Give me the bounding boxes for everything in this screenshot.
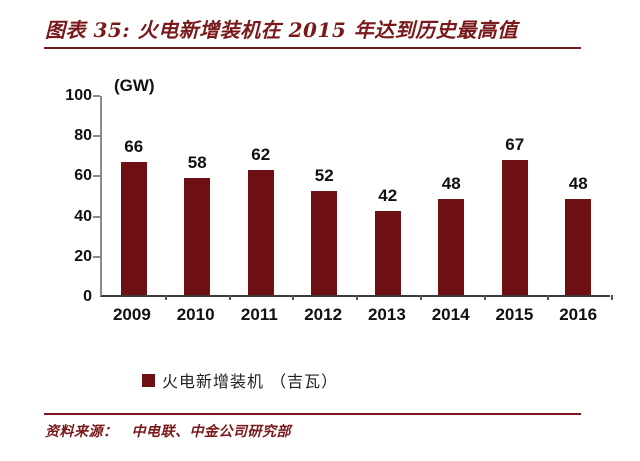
bar-slot: 42 [356, 96, 420, 295]
y-axis-tick-labels: 0 20 40 60 80 100 [40, 87, 92, 305]
bar-value-label: 67 [505, 135, 525, 155]
bar [374, 210, 401, 295]
chart-legend: 火电新增装机 （吉瓦） [142, 368, 338, 392]
bar [565, 198, 592, 295]
y-axis-unit-label: (GW) [114, 76, 155, 95]
y-axis-tick-mark [93, 95, 100, 97]
x-axis-tick-mark [356, 295, 358, 300]
bar-value-label: 52 [314, 165, 334, 185]
bar-slot: 66 [102, 96, 166, 295]
y-axis-tick-mark [93, 255, 100, 258]
x-axis-tick-label: 2013 [367, 305, 406, 324]
bar-value-label: 62 [251, 145, 271, 165]
x-axis-tick-label: 2014 [431, 305, 470, 324]
figure-title: 图表 35: 火电新增装机在 2015 年达到历史最高值 [45, 18, 518, 42]
bar-slot: 48 [420, 96, 484, 295]
x-axis-tick-mark [611, 295, 613, 300]
source-label: 资料来源： [45, 424, 118, 440]
source-line: 资料来源： 中电联、中金公司研究部 [45, 421, 291, 441]
y-axis-tick-mark [93, 175, 100, 178]
footer-divider [44, 413, 581, 415]
bar-slot: 67 [483, 96, 547, 295]
bar [247, 170, 274, 295]
y-axis-tick-label: 0 [83, 288, 92, 305]
bar-value-label: 66 [124, 137, 144, 157]
legend-label: 火电新增装机 （吉瓦） [162, 372, 339, 391]
bar-value-label: 58 [187, 153, 207, 173]
bar [501, 160, 528, 295]
x-axis-tick-label: 2016 [559, 305, 598, 324]
bar-slot: 48 [547, 96, 611, 295]
title-divider [44, 47, 581, 49]
bar [120, 162, 147, 295]
bar-value-label: 48 [441, 173, 461, 193]
bar [311, 190, 338, 295]
x-axis-tick-label: 2011 [240, 305, 278, 324]
bar [184, 178, 211, 295]
x-axis-tick-labels: 2009 2010 2011 2012 2013 2014 2015 2016 [100, 305, 610, 325]
bar-value-label: 48 [568, 173, 588, 193]
x-axis-tick-label: 2009 [112, 305, 151, 324]
x-axis-tick-mark [419, 295, 422, 300]
y-axis-tick-mark [93, 135, 100, 138]
x-axis-tick-mark [483, 295, 486, 300]
y-axis-tick-label: 80 [74, 127, 92, 145]
y-axis-tick-mark [93, 215, 100, 218]
x-axis-tick-mark [228, 295, 231, 300]
legend-swatch [142, 373, 155, 387]
source-text: 中电联、中金公司研究部 [131, 424, 291, 440]
bar-series: 66 58 62 52 42 48 67 48 [102, 96, 610, 295]
bar-value-label: 42 [378, 185, 398, 205]
x-axis-tick-mark [547, 295, 550, 300]
y-axis-tick-label: 60 [74, 167, 92, 185]
x-axis-tick-mark [292, 295, 295, 300]
y-axis-tick-label: 100 [65, 87, 92, 104]
bar [438, 198, 465, 295]
y-axis-tick-label: 40 [74, 207, 92, 225]
bar-slot: 52 [293, 96, 357, 295]
y-axis-tick-label: 20 [74, 247, 92, 265]
x-axis-tick-mark [164, 295, 167, 300]
bar-slot: 62 [229, 96, 293, 295]
bar-slot: 58 [166, 96, 230, 295]
x-axis-tick-label: 2010 [176, 305, 215, 324]
x-axis-tick-label: 2012 [304, 305, 343, 324]
plot-area: 66 58 62 52 42 48 67 48 [93, 95, 613, 300]
x-axis-tick-label: 2015 [495, 305, 534, 324]
